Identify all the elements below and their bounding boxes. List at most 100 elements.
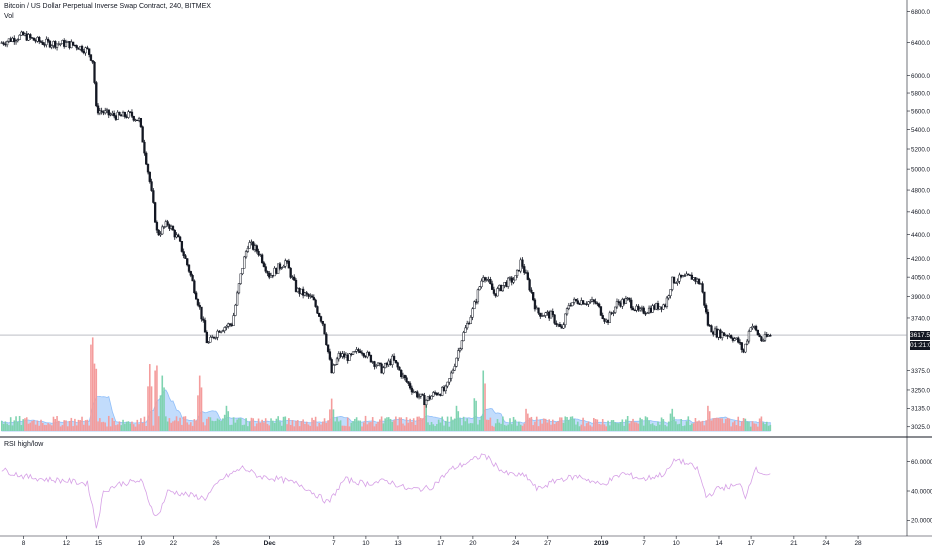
volume-bar — [675, 421, 677, 431]
candle — [565, 307, 569, 316]
candle — [432, 391, 435, 397]
symbol-title[interactable]: Bitcoin / US Dollar Perpetual Inverse Sw… — [4, 3, 211, 10]
volume-bar — [457, 411, 460, 431]
volume-bar — [216, 418, 219, 431]
volume-bar — [54, 419, 57, 431]
volume-bar — [416, 416, 419, 431]
candle — [713, 326, 717, 335]
volume-bar — [503, 424, 506, 431]
candle — [219, 330, 223, 334]
candle — [669, 289, 672, 299]
volume-bar — [202, 422, 205, 431]
candle — [91, 60, 94, 65]
volume-bar — [357, 420, 360, 431]
candle — [189, 270, 192, 278]
volume-bar — [186, 422, 189, 431]
volume-bar — [765, 421, 768, 431]
candle — [763, 331, 767, 342]
candle — [419, 393, 422, 399]
candle — [350, 352, 353, 357]
volume-bar — [148, 364, 151, 431]
candle — [687, 273, 690, 276]
candle — [186, 258, 189, 267]
candle — [79, 45, 82, 51]
volume-bar — [261, 419, 263, 431]
candle — [359, 348, 362, 354]
candle — [544, 311, 547, 319]
rsi-indicator-label[interactable]: RSI high/low — [4, 441, 44, 448]
candle — [483, 276, 487, 283]
candle — [663, 303, 667, 308]
candle — [105, 107, 109, 114]
candle — [728, 333, 731, 338]
candle — [685, 271, 688, 277]
price-tick-label: 5600.0 — [911, 108, 930, 115]
candle — [428, 394, 431, 401]
candle — [735, 337, 738, 340]
candle — [255, 244, 258, 254]
candle — [38, 35, 41, 45]
candle — [307, 293, 310, 299]
volume-bar — [578, 426, 581, 431]
volume-bar — [159, 395, 162, 431]
candle — [672, 276, 676, 284]
volume-bar — [584, 426, 586, 431]
volume-bar — [569, 416, 572, 431]
candle — [423, 392, 426, 406]
volume-bar — [354, 418, 356, 431]
volume-bar — [502, 416, 504, 431]
candle — [421, 393, 424, 396]
time-tick-label: 17 — [747, 540, 755, 547]
candle — [305, 290, 308, 297]
candle — [23, 32, 27, 37]
volume-bar — [59, 426, 62, 431]
candle — [348, 353, 351, 361]
price-tick-label: 6800.0 — [911, 9, 930, 16]
volume-bar — [361, 426, 363, 431]
volume-indicator-label[interactable]: Vol — [4, 13, 14, 20]
volume-bar — [553, 424, 556, 431]
candle — [737, 336, 740, 344]
candle — [367, 351, 371, 357]
candle — [326, 344, 330, 354]
volume-bar — [414, 424, 417, 431]
volume-bar — [223, 414, 226, 431]
candle — [198, 302, 201, 310]
time-tick-label: 7 — [642, 540, 646, 547]
candle — [366, 350, 369, 359]
candle — [494, 293, 497, 298]
candle — [583, 302, 587, 305]
volume-bar — [154, 370, 156, 431]
volume-bar — [625, 419, 627, 431]
volume-bar — [469, 423, 472, 431]
candle — [84, 46, 87, 56]
candle — [344, 352, 348, 358]
volume-bar — [619, 421, 622, 431]
candle — [578, 302, 581, 305]
volume-bar — [129, 423, 131, 431]
candle — [526, 270, 529, 281]
volume-bar — [437, 419, 440, 431]
volume-bar — [753, 423, 756, 431]
candle — [467, 321, 471, 325]
volume-bar — [589, 425, 592, 431]
volume-bar — [480, 415, 483, 431]
candle — [412, 389, 415, 394]
volume-bar — [455, 405, 458, 431]
volume-bar — [610, 420, 613, 431]
candle — [622, 298, 626, 306]
volume-bar — [352, 420, 354, 431]
candle — [241, 268, 244, 276]
volume-bar — [232, 417, 235, 431]
candle — [171, 225, 175, 231]
volume-bar — [391, 421, 394, 431]
candle — [243, 255, 246, 269]
candle — [496, 286, 499, 297]
candle — [603, 318, 606, 324]
candle — [168, 223, 171, 232]
volume-bar — [730, 426, 732, 431]
volume-bar — [84, 420, 87, 431]
volume-bar — [156, 365, 158, 431]
volume-bar — [43, 424, 46, 431]
volume-bar — [25, 417, 28, 431]
